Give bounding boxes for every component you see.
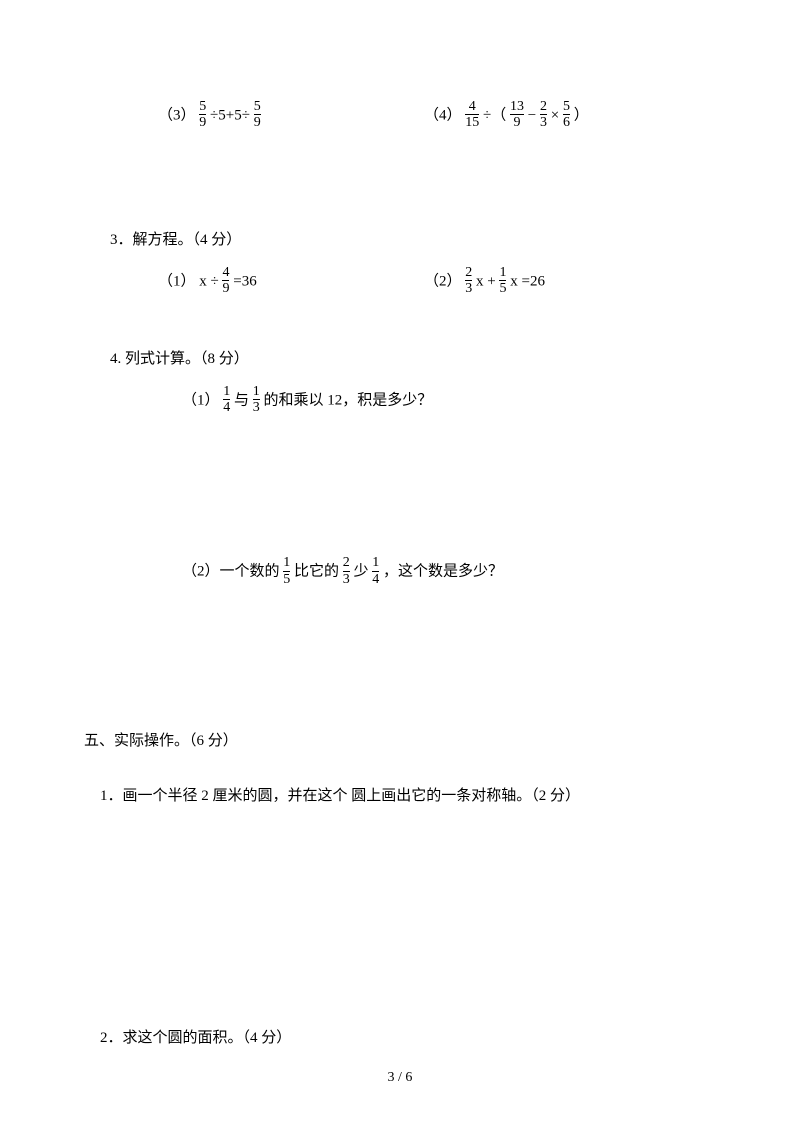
q4-p1-suffix: 的和乘以 12，积是多少？: [264, 392, 433, 408]
q3: 3．解方程。（4 分） （1） x ÷ 49 =36 （2） 23 x + 15…: [110, 227, 690, 298]
expr-4: （4） 415 ÷（ 139 − 23 × 56 ）: [424, 100, 690, 132]
expr-4-close: ）: [574, 107, 589, 123]
frac: 59: [199, 99, 206, 131]
q4: 4. 列式计算。（8 分） （1） 14 与 13 的和乘以 12，积是多少？ …: [110, 346, 690, 589]
frac: 15: [499, 265, 506, 297]
frac: 23: [540, 99, 547, 131]
frac: 15: [283, 555, 290, 587]
expr-row-3-4: （3） 59 ÷5+5÷ 59 （4） 415 ÷（ 139 − 23 × 56…: [110, 100, 690, 132]
section-5: 五、实际操作。（6 分） 1．画一个半径 2 厘米的圆，并在这个 圆上画出它的一…: [84, 728, 690, 1052]
q3-heading: 3．解方程。（4 分）: [110, 227, 690, 254]
q4-heading: 4. 列式计算。（8 分）: [110, 346, 690, 373]
frac: 59: [254, 99, 261, 131]
section-5-heading: 五、实际操作。（6 分）: [84, 728, 690, 755]
q3-p1-suffix: =36: [233, 273, 256, 289]
frac: 139: [510, 99, 524, 131]
frac: 415: [465, 99, 479, 131]
expr-3: （3） 59 ÷5+5÷ 59: [158, 100, 424, 132]
q4-p1: （1） 14 与 13 的和乘以 12，积是多少？: [110, 385, 690, 417]
expr-4-prefix: （4）: [424, 107, 462, 123]
q3-p2-mid: x +: [476, 273, 496, 289]
expr-4-times: ×: [551, 107, 559, 123]
q4-p2: （2）一个数的 15 比它的 23 少 14 ，这个数是多少？: [110, 556, 690, 588]
q4-p2-m2: 少: [354, 564, 369, 580]
q4-p2-prefix: （2）一个数的: [182, 564, 280, 580]
q3-p2-prefix: （2）: [424, 273, 462, 289]
q4-p2-suffix: ，这个数是多少？: [383, 564, 503, 580]
frac: 49: [222, 265, 229, 297]
frac: 23: [465, 265, 472, 297]
section-5-p1: 1．画一个半径 2 厘米的圆，并在这个 圆上画出它的一条对称轴。（2 分）: [84, 783, 690, 810]
q4-p1-mid: 与: [234, 392, 249, 408]
frac: 56: [563, 99, 570, 131]
expr-4-op1: ÷（: [483, 107, 506, 123]
q3-problems: （1） x ÷ 49 =36 （2） 23 x + 15 x =26: [110, 266, 690, 298]
q3-p1-prefix: （1） x ÷: [158, 273, 219, 289]
q3-p1: （1） x ÷ 49 =36: [158, 266, 424, 298]
expr-4-minus: −: [528, 107, 536, 123]
q4-p2-m1: 比它的: [294, 564, 339, 580]
frac: 23: [343, 555, 350, 587]
q3-p2-suffix: x =26: [510, 273, 545, 289]
expr-3-mid: ÷5+5÷: [210, 107, 250, 123]
frac: 13: [253, 384, 260, 416]
q3-p2: （2） 23 x + 15 x =26: [424, 266, 690, 298]
q4-p1-prefix: （1）: [182, 392, 220, 408]
section-5-p2: 2．求这个圆的面积。（4 分）: [84, 1025, 690, 1052]
frac: 14: [372, 555, 379, 587]
expr-3-prefix: （3）: [158, 107, 196, 123]
frac: 14: [223, 384, 230, 416]
page-footer: 3 / 6: [0, 1065, 800, 1090]
